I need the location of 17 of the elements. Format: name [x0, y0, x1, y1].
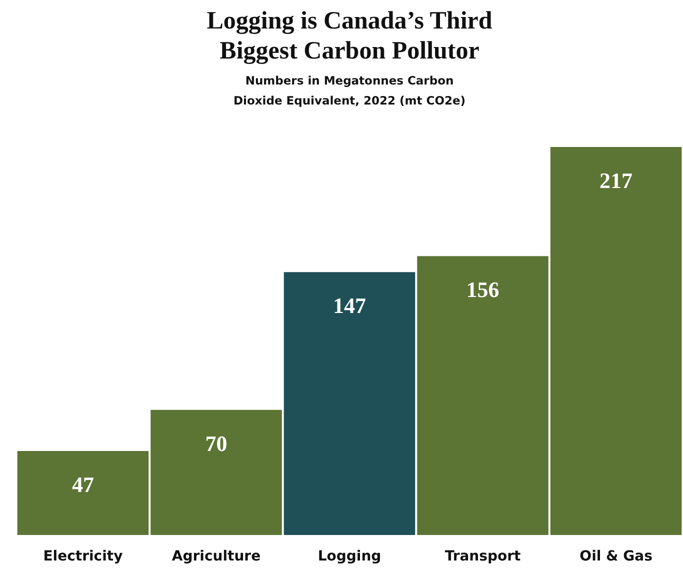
bar — [284, 272, 416, 535]
data-label: 147 — [333, 293, 366, 318]
bar — [550, 147, 682, 535]
x-tick-label: Agriculture — [172, 548, 261, 564]
bar — [417, 256, 548, 535]
bar — [150, 410, 282, 535]
bar — [17, 450, 149, 535]
data-label: 47 — [72, 472, 94, 497]
chart-title: Logging is Canada’s Third Biggest Carbon Pollutor — [206, 8, 492, 64]
x-tick-label: Oil & Gas — [580, 548, 652, 564]
data-label: 70 — [205, 430, 228, 456]
data-label: 156 — [466, 277, 500, 302]
x-tick-label: Logging — [318, 548, 382, 564]
x-tick-label: Transport — [444, 548, 522, 564]
x-tick-label: Electricity — [43, 548, 123, 564]
chart-subtitle: Numbers in Megatonnes Carbon Dioxide Equivalent, 2022 (mt CO2e) — [233, 74, 466, 108]
data-label: 217 — [600, 168, 633, 193]
